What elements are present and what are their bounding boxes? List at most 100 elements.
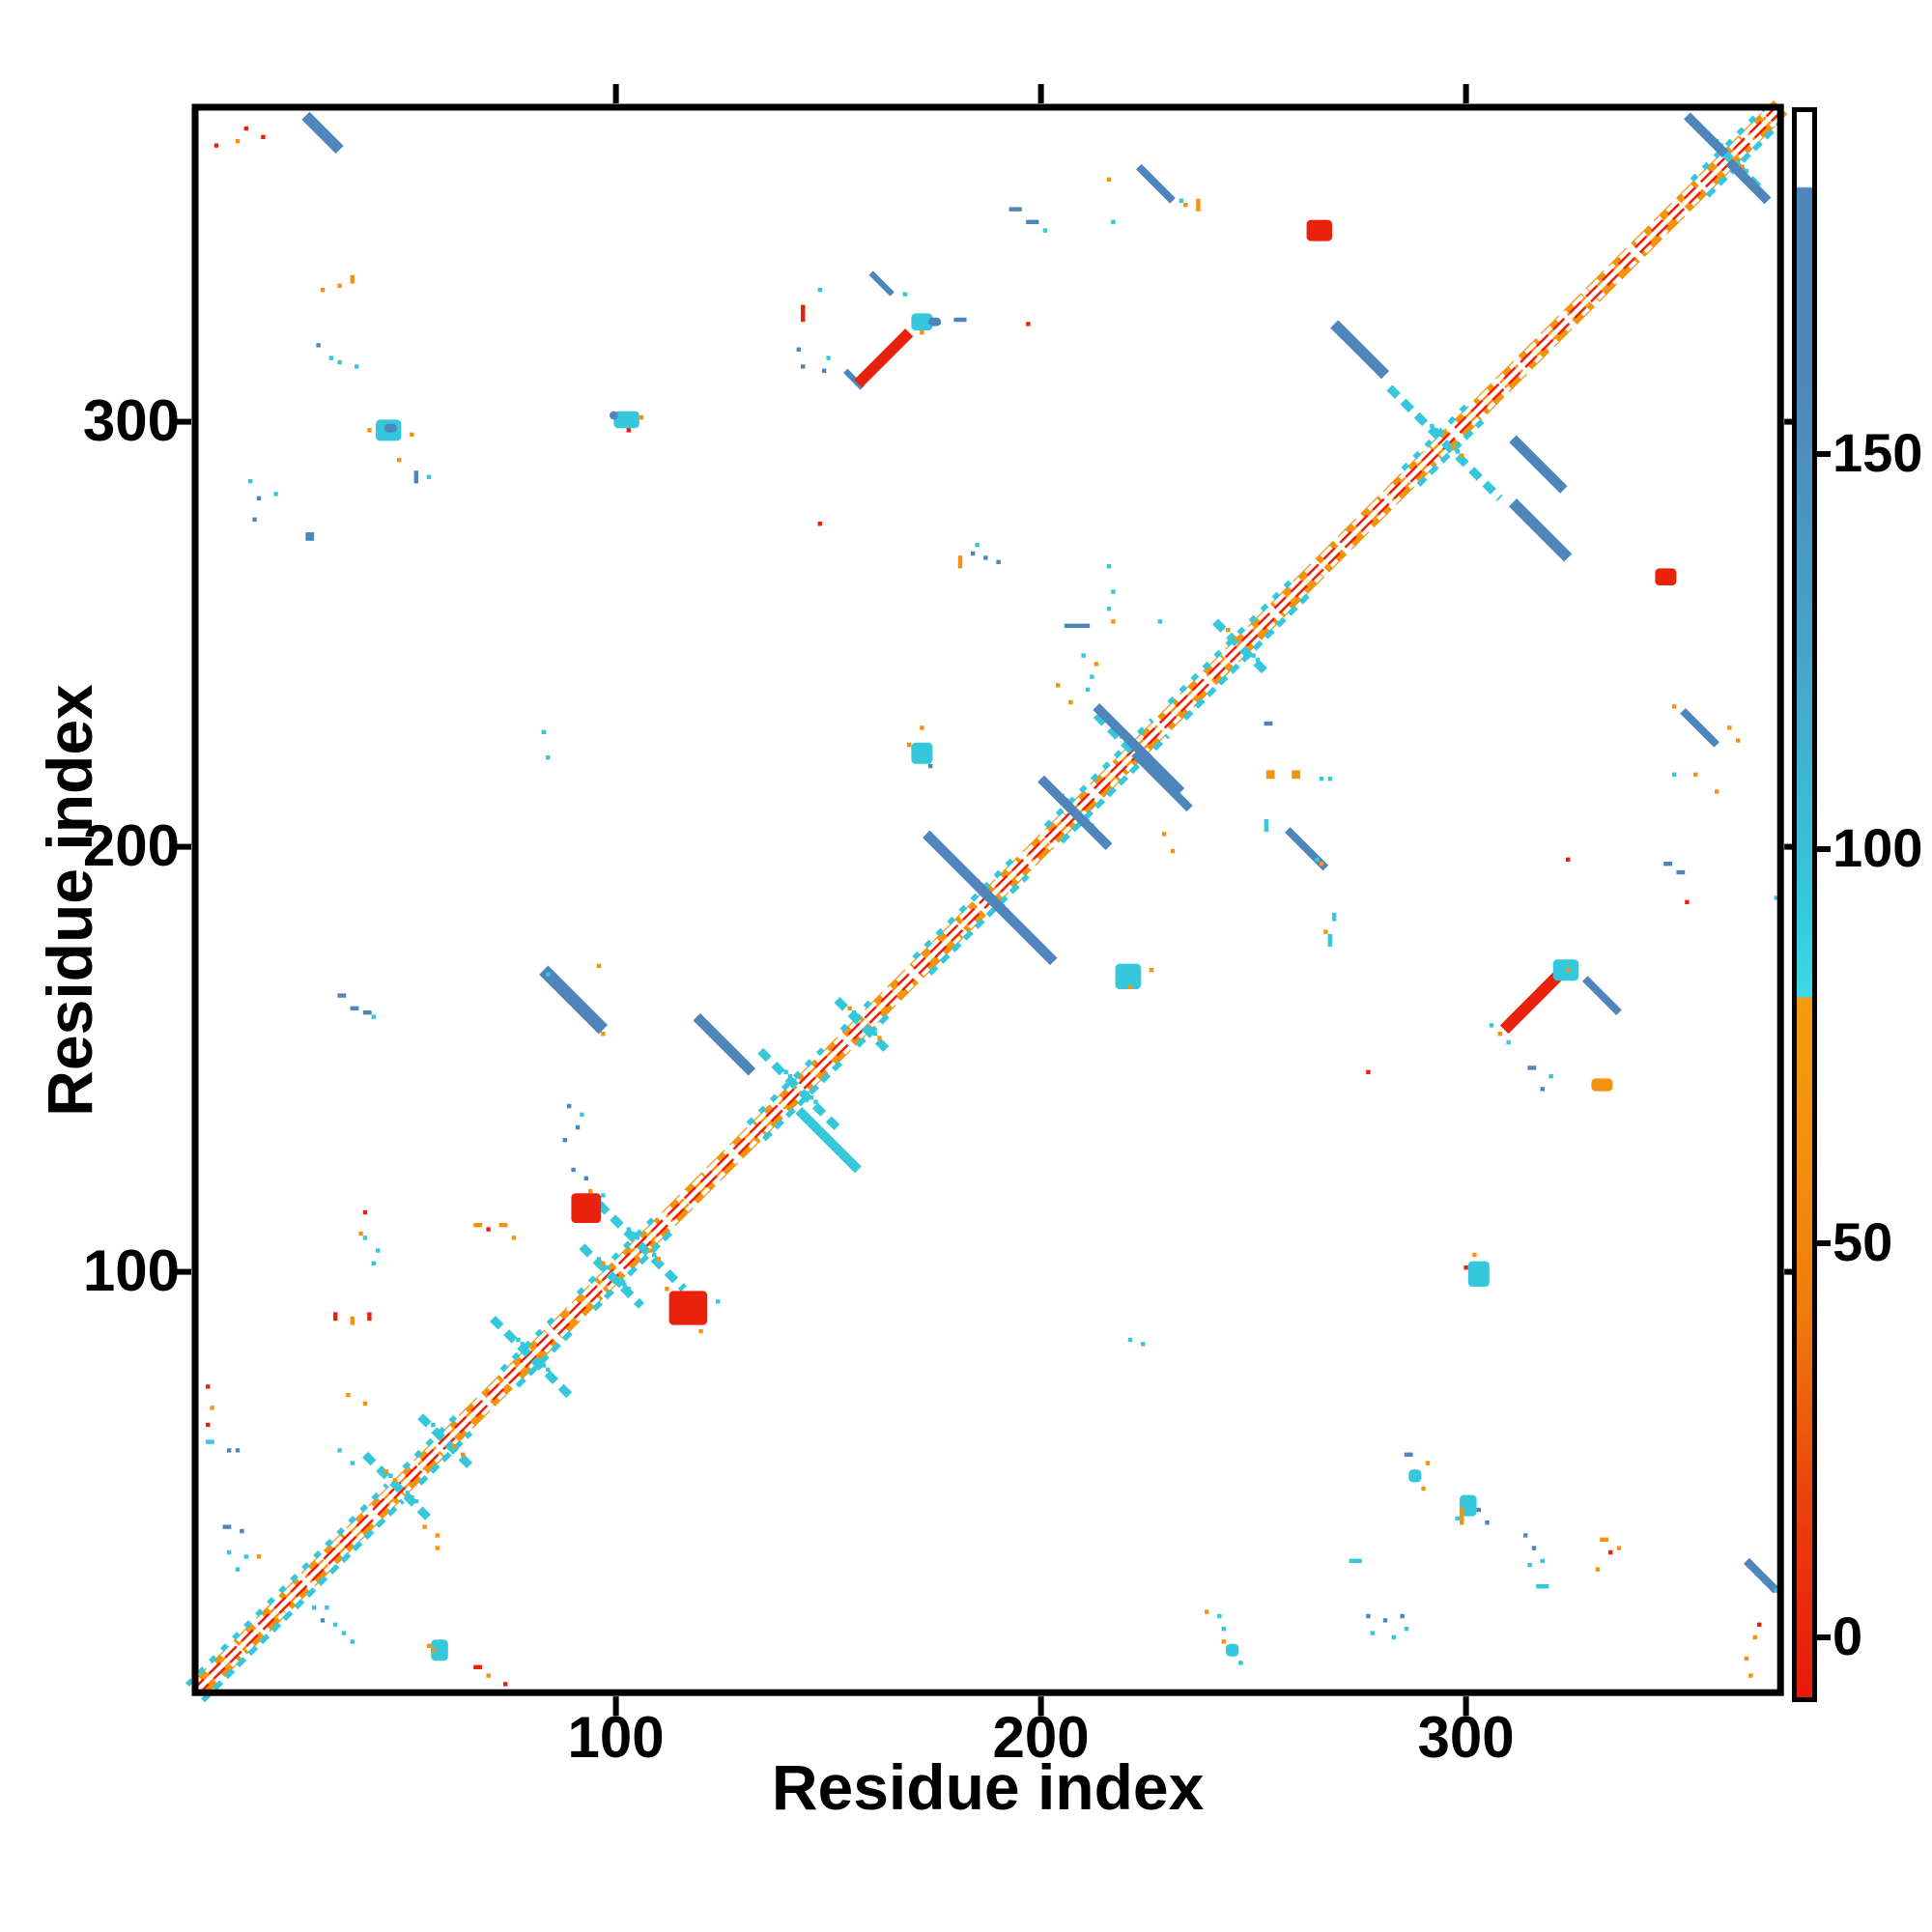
x-tick-label: 100 bbox=[567, 1705, 665, 1771]
contact-dot bbox=[1366, 1613, 1371, 1619]
contact-dash bbox=[350, 1006, 359, 1010]
contact-dot bbox=[397, 458, 402, 463]
contact-dot bbox=[1463, 1265, 1468, 1270]
diagonal-hub-speckle bbox=[431, 1422, 436, 1428]
contact-blob bbox=[1115, 963, 1141, 989]
contact-dot bbox=[1068, 699, 1073, 705]
contact-dot bbox=[665, 1287, 669, 1292]
contact-streak-anti bbox=[1509, 435, 1568, 494]
contact-dot bbox=[1421, 1486, 1426, 1492]
contact-dot bbox=[305, 532, 315, 541]
contact-dot bbox=[1727, 725, 1732, 730]
x-axis-tick-top bbox=[1463, 84, 1469, 103]
contact-dash bbox=[206, 1439, 214, 1444]
diagonal-hub-speckle bbox=[605, 1265, 610, 1270]
contact-dot bbox=[1323, 929, 1328, 934]
contact-dot bbox=[920, 725, 924, 730]
contact-dot bbox=[1715, 789, 1719, 794]
contact-dot bbox=[320, 1618, 326, 1623]
contact-dot bbox=[435, 1533, 440, 1538]
contact-dot bbox=[371, 1261, 376, 1265]
contact-dot bbox=[1183, 203, 1188, 208]
contact-dot bbox=[1170, 848, 1176, 854]
contact-dot bbox=[362, 1209, 368, 1215]
contact-dot bbox=[639, 415, 644, 420]
diagonal-hub-speckle bbox=[813, 1099, 818, 1104]
diagonal-hub-speckle bbox=[617, 1278, 623, 1283]
contact-dash bbox=[1676, 869, 1686, 875]
colorbar-tick bbox=[1817, 845, 1831, 852]
diagonal-hub-speckle bbox=[405, 1491, 411, 1495]
contact-dot bbox=[822, 368, 827, 373]
contact-dot bbox=[1106, 564, 1112, 569]
contact-dot bbox=[817, 522, 822, 526]
diagonal-hub-speckle bbox=[787, 1074, 793, 1079]
contact-dot bbox=[1366, 1069, 1371, 1074]
contact-dash bbox=[1527, 1065, 1537, 1070]
x-axis-tick-top bbox=[1037, 84, 1044, 103]
contact-dot bbox=[355, 364, 359, 369]
contact-dot bbox=[1425, 1461, 1431, 1465]
contact-dot bbox=[1685, 899, 1690, 904]
contact-streak-anti bbox=[795, 1106, 862, 1174]
x-axis-tick-top bbox=[612, 84, 619, 103]
contact-dot bbox=[362, 1401, 368, 1406]
y-axis-tick bbox=[172, 418, 191, 425]
contact-dash bbox=[473, 1664, 482, 1669]
contact-streak-anti bbox=[693, 1012, 756, 1076]
contact-dot bbox=[583, 1176, 588, 1180]
contact-dot bbox=[337, 359, 342, 365]
contact-dot bbox=[1744, 1656, 1749, 1662]
contact-blob bbox=[1467, 1261, 1490, 1287]
diagonal-hub-speckle bbox=[1226, 628, 1231, 633]
contact-streak-anti bbox=[1330, 320, 1390, 380]
diagonal-tramline bbox=[201, 1498, 405, 1703]
x-tick-label: 300 bbox=[1417, 1705, 1515, 1771]
contact-dash bbox=[1009, 207, 1022, 212]
contact-streak-parallel bbox=[854, 328, 914, 388]
contact-dot bbox=[341, 1631, 347, 1635]
contact-dot bbox=[1127, 984, 1133, 989]
x-tick-label: 200 bbox=[992, 1705, 1090, 1771]
contact-dot bbox=[431, 1648, 436, 1653]
contact-dash bbox=[1264, 721, 1273, 726]
diagonal-hub-speckle bbox=[516, 1337, 521, 1343]
contact-dash bbox=[1404, 1452, 1413, 1457]
contact-dot bbox=[350, 1639, 355, 1644]
contact-dash bbox=[1663, 862, 1672, 867]
diagonal-hub-arm bbox=[596, 1201, 687, 1293]
diagonal-hub-arm bbox=[834, 997, 892, 1054]
contact-dash bbox=[350, 274, 355, 284]
contact-dot bbox=[320, 288, 326, 293]
contact-dot bbox=[902, 292, 907, 297]
contact-streak-anti bbox=[1131, 750, 1193, 812]
contact-dot bbox=[571, 1167, 576, 1173]
contact-blob bbox=[431, 1639, 448, 1662]
diagonal-hub-speckle bbox=[596, 1257, 602, 1262]
contact-dot bbox=[1752, 1634, 1757, 1640]
diagonal-hub-speckle bbox=[541, 1363, 546, 1368]
contact-dot bbox=[1523, 1533, 1528, 1538]
x-axis-tick bbox=[1463, 1696, 1469, 1717]
contact-dot bbox=[1141, 1342, 1146, 1347]
diagonal-hub-speckle bbox=[1438, 432, 1443, 437]
contact-dash bbox=[350, 1316, 355, 1325]
contact-dot bbox=[261, 134, 266, 139]
contact-dot bbox=[376, 1248, 381, 1253]
contact-dot bbox=[546, 972, 551, 977]
diagonal-hub-speckle bbox=[1234, 636, 1239, 641]
contact-dot bbox=[1238, 1661, 1243, 1665]
diagonal-hub-speckle bbox=[388, 1473, 393, 1478]
contact-dot bbox=[426, 474, 432, 479]
diagonal-hub-speckle bbox=[792, 1078, 797, 1083]
diagonal-hub-speckle bbox=[1736, 160, 1741, 165]
contact-dot bbox=[1566, 857, 1571, 862]
diagonal-hub-speckle bbox=[1434, 428, 1438, 433]
colorbar bbox=[1792, 107, 1817, 1703]
diagonal-hub-speckle bbox=[452, 1443, 457, 1449]
diagonal-hub-speckle bbox=[652, 1252, 657, 1258]
contact-dot bbox=[243, 126, 248, 131]
contact-dot bbox=[541, 729, 546, 734]
contact-dot bbox=[983, 555, 988, 560]
